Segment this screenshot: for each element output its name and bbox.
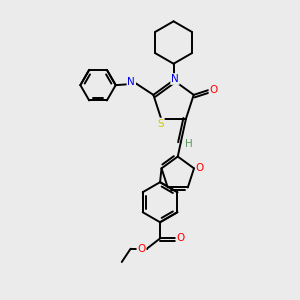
Text: O: O — [196, 164, 204, 173]
Text: H: H — [185, 139, 193, 149]
Text: O: O — [137, 244, 146, 254]
Text: S: S — [157, 118, 164, 129]
Text: N: N — [128, 77, 135, 87]
Text: N: N — [171, 74, 179, 84]
Text: O: O — [209, 85, 218, 95]
Text: O: O — [176, 233, 185, 243]
